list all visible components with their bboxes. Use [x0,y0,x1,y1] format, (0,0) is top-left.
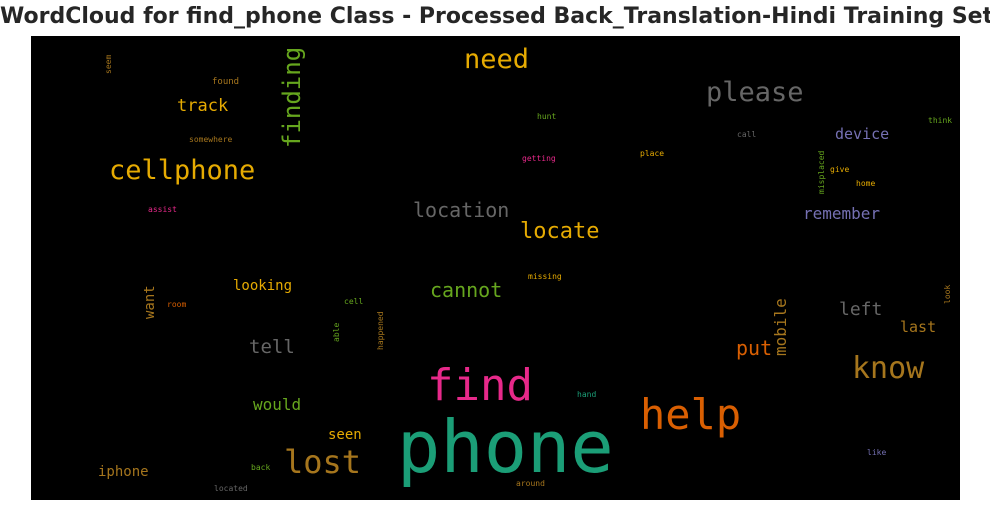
word-would: would [253,395,302,414]
word-location: location [413,198,510,222]
word-lost: lost [284,443,362,481]
word-found: found [212,77,240,87]
word-place: place [640,149,665,158]
word-think: think [928,116,953,125]
word-mobile: mobile [771,298,790,356]
word-seem: seem [104,54,113,74]
word-put: put [736,336,773,360]
word-left: left [839,299,883,320]
word-located: located [214,484,248,493]
word-look: look [943,284,952,304]
word-home: home [856,179,876,188]
word-misplaced: misplaced [817,150,826,194]
word-device: device [835,125,890,143]
word-assist: assist [148,205,177,214]
word-room: room [167,300,187,309]
word-cellphone: cellphone [109,155,256,186]
word-phone: phone [397,405,614,489]
word-call: call [737,130,757,139]
word-back: back [251,463,271,472]
word-track: track [177,96,229,116]
word-missing: missing [528,272,562,281]
word-somewhere: somewhere [189,135,233,144]
word-hand: hand [577,390,597,399]
word-looking: looking [233,278,293,294]
word-around: around [516,479,545,488]
word-remember: remember [803,204,881,223]
word-getting: getting [522,154,556,163]
word-cannot: cannot [430,278,503,302]
word-finding: finding [278,46,306,148]
word-please: please [706,77,804,108]
word-hunt: hunt [537,112,557,121]
word-help: help [640,390,742,439]
word-find: find [427,360,533,411]
word-tell: tell [249,336,295,358]
word-locate: locate [520,219,600,244]
word-like: like [867,448,887,457]
word-cloud: phone find help lost know cellphone plea… [31,36,960,500]
word-happened: happened [376,311,385,350]
word-iphone: iphone [98,464,149,480]
chart-title: WordCloud for find_phone Class - Process… [0,4,990,29]
word-able: able [332,322,341,342]
word-know: know [852,351,925,386]
word-give: give [830,165,850,174]
word-seen: seen [328,427,362,443]
word-cell: cell [344,297,364,306]
word-last: last [900,318,937,336]
word-want: want [142,285,158,319]
word-need: need [464,44,530,75]
